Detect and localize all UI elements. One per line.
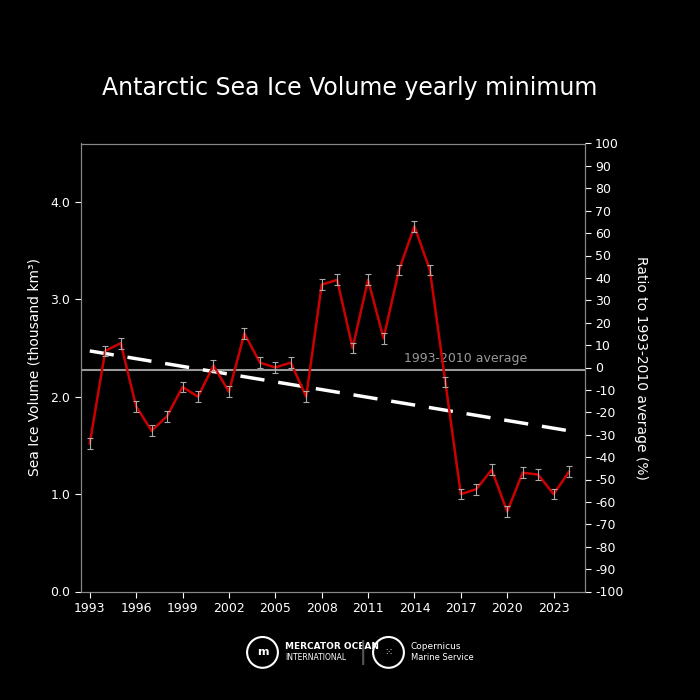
Text: INTERNATIONAL: INTERNATIONAL [285, 654, 346, 662]
Text: m: m [257, 648, 268, 657]
Y-axis label: Ratio to 1993-2010 average (%): Ratio to 1993-2010 average (%) [634, 256, 648, 480]
Y-axis label: Sea Ice Volume (thousand km³): Sea Ice Volume (thousand km³) [28, 258, 42, 477]
Text: 1993-2010 average: 1993-2010 average [404, 351, 527, 365]
Text: ⁙: ⁙ [384, 648, 393, 657]
Text: Marine Service: Marine Service [411, 654, 474, 662]
Text: Antarctic Sea Ice Volume yearly minimum: Antarctic Sea Ice Volume yearly minimum [102, 76, 598, 99]
Text: Copernicus: Copernicus [411, 643, 461, 651]
Text: MERCATOR OCEAN: MERCATOR OCEAN [285, 643, 379, 651]
Text: |: | [358, 640, 367, 665]
